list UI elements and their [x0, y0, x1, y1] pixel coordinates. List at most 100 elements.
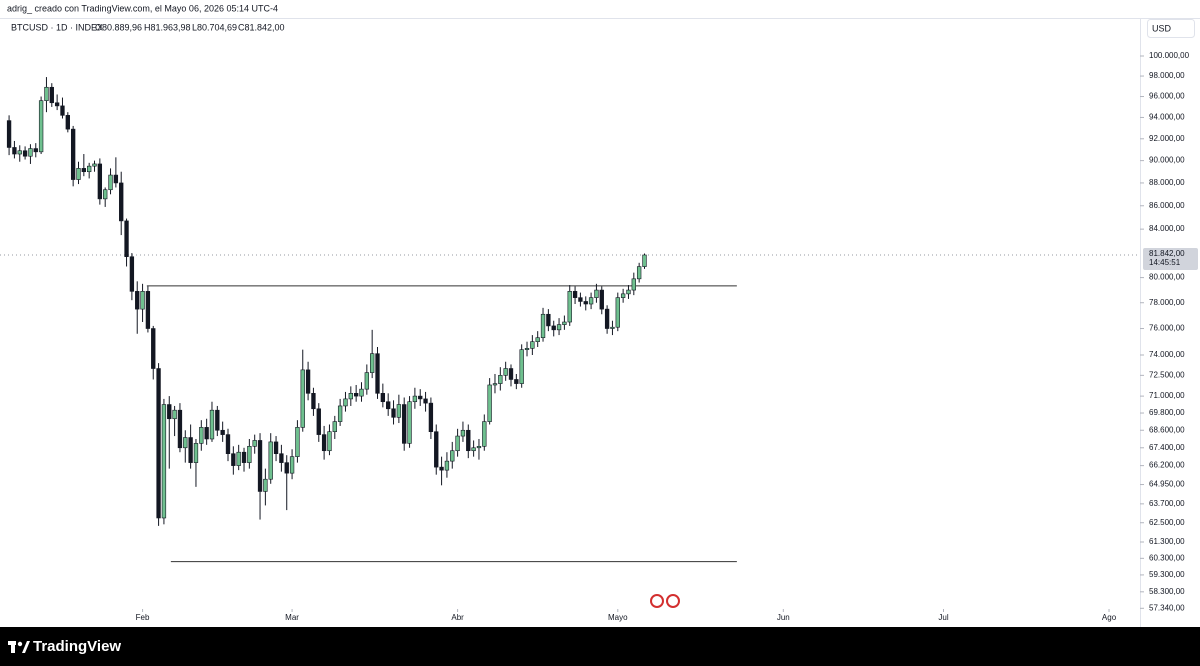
- candle-body: [273, 441, 279, 454]
- candle-body: [460, 429, 466, 437]
- candle-body: [503, 368, 508, 376]
- y-tick-label: 84.000,00: [1149, 224, 1185, 233]
- candle-body: [6, 120, 12, 148]
- candle-body: [514, 379, 519, 384]
- countdown-label: 14:45:51: [1149, 258, 1181, 267]
- candle-body: [407, 401, 412, 444]
- candle-body: [594, 289, 599, 298]
- logo-part: [11, 641, 15, 653]
- candle-body: [519, 349, 524, 384]
- credit: adrig_ creado con TradingView.com, el Ma…: [7, 3, 278, 13]
- candle-body: [247, 446, 252, 463]
- candle-body: [375, 353, 380, 394]
- candle-body: [343, 398, 348, 407]
- candle-body: [599, 289, 604, 310]
- candle-body: [38, 100, 44, 153]
- candle-body: [183, 437, 188, 449]
- candle-body: [610, 326, 615, 329]
- x-tick-label: Mar: [285, 613, 299, 622]
- candle-body: [535, 337, 540, 342]
- candle-body: [76, 168, 81, 180]
- ohlc-high: H81.963,98: [144, 22, 191, 32]
- candle-body: [241, 451, 247, 463]
- candle-body: [252, 440, 257, 447]
- logo-part: [22, 641, 30, 653]
- candle-body: [572, 291, 578, 298]
- candle-body: [204, 427, 209, 440]
- candle-body: [151, 328, 156, 369]
- candle-body: [209, 409, 215, 440]
- event-icon[interactable]: [650, 594, 664, 608]
- candle-body: [353, 393, 359, 397]
- candle-body: [402, 404, 407, 444]
- candle-body: [311, 393, 316, 410]
- candle-body: [161, 404, 167, 519]
- candle-body: [92, 163, 97, 167]
- candle-body: [97, 163, 103, 200]
- candle-body: [332, 421, 337, 433]
- candle-body: [49, 86, 54, 104]
- ohlc-low: L80.704,69: [192, 22, 237, 32]
- candle-body: [257, 440, 263, 492]
- candle-body: [65, 115, 70, 130]
- ohlc-open: O80.889,96: [95, 22, 142, 32]
- x-tick-label: Jun: [777, 613, 790, 622]
- candle-body: [455, 435, 460, 452]
- candle-body: [199, 427, 204, 444]
- candle-body: [60, 105, 65, 116]
- candle-body: [156, 368, 161, 519]
- candle-body: [108, 174, 113, 191]
- y-tick-label: 86.000,00: [1149, 201, 1185, 210]
- candle-body: [626, 289, 631, 295]
- candle-body: [583, 301, 588, 305]
- last-price-label: 81.842,00: [1149, 249, 1185, 258]
- candle-body: [12, 147, 17, 155]
- candle-body: [231, 453, 236, 466]
- candle-body: [508, 368, 514, 380]
- candle-body: [220, 429, 225, 435]
- candle-body: [588, 297, 594, 305]
- y-tick-label: 72.500,00: [1149, 370, 1185, 379]
- y-tick-label: 92.000,00: [1149, 134, 1185, 143]
- candle-body: [87, 165, 92, 173]
- candle-body: [364, 372, 369, 390]
- candle-body: [524, 348, 530, 350]
- candle-body: [295, 427, 300, 457]
- candle-body: [300, 369, 305, 428]
- event-icons[interactable]: [650, 594, 680, 608]
- candle-body: [380, 393, 386, 403]
- y-tick-label: 67.400,00: [1149, 443, 1185, 452]
- candle-body: [556, 324, 562, 331]
- candle-body: [482, 421, 487, 447]
- symbol: BTCUSD · 1D · INDEX: [11, 22, 103, 32]
- candle-body: [113, 174, 119, 184]
- candle-body: [636, 266, 642, 280]
- candle-body: [327, 431, 332, 452]
- candle-body: [321, 434, 327, 452]
- y-tick-label: 58.300,00: [1149, 587, 1185, 596]
- candle-body: [289, 456, 295, 474]
- y-tick-label: 76.000,00: [1149, 324, 1185, 333]
- plot-area: [0, 77, 1140, 563]
- candle-body: [172, 409, 177, 420]
- candle-body: [631, 278, 636, 291]
- candle-body: [188, 437, 193, 463]
- candle-body: [119, 182, 124, 222]
- candle-body: [540, 313, 546, 339]
- candle-body: [193, 443, 199, 463]
- currency-button[interactable]: [1147, 19, 1195, 38]
- candle-body: [28, 148, 33, 157]
- currency[interactable]: USD: [1152, 23, 1172, 33]
- candle-body: [369, 353, 375, 373]
- y-tick-label: 69.800,00: [1149, 408, 1185, 417]
- y-tick-label: 60.300,00: [1149, 553, 1185, 562]
- candle-body: [498, 375, 503, 384]
- candle-body: [236, 451, 241, 466]
- y-tick-label: 71.000,00: [1149, 391, 1185, 400]
- candle-body: [604, 308, 610, 329]
- candle-body: [476, 446, 482, 449]
- brand-logo: [8, 641, 30, 653]
- candle-body: [530, 341, 535, 349]
- event-icon[interactable]: [666, 594, 680, 608]
